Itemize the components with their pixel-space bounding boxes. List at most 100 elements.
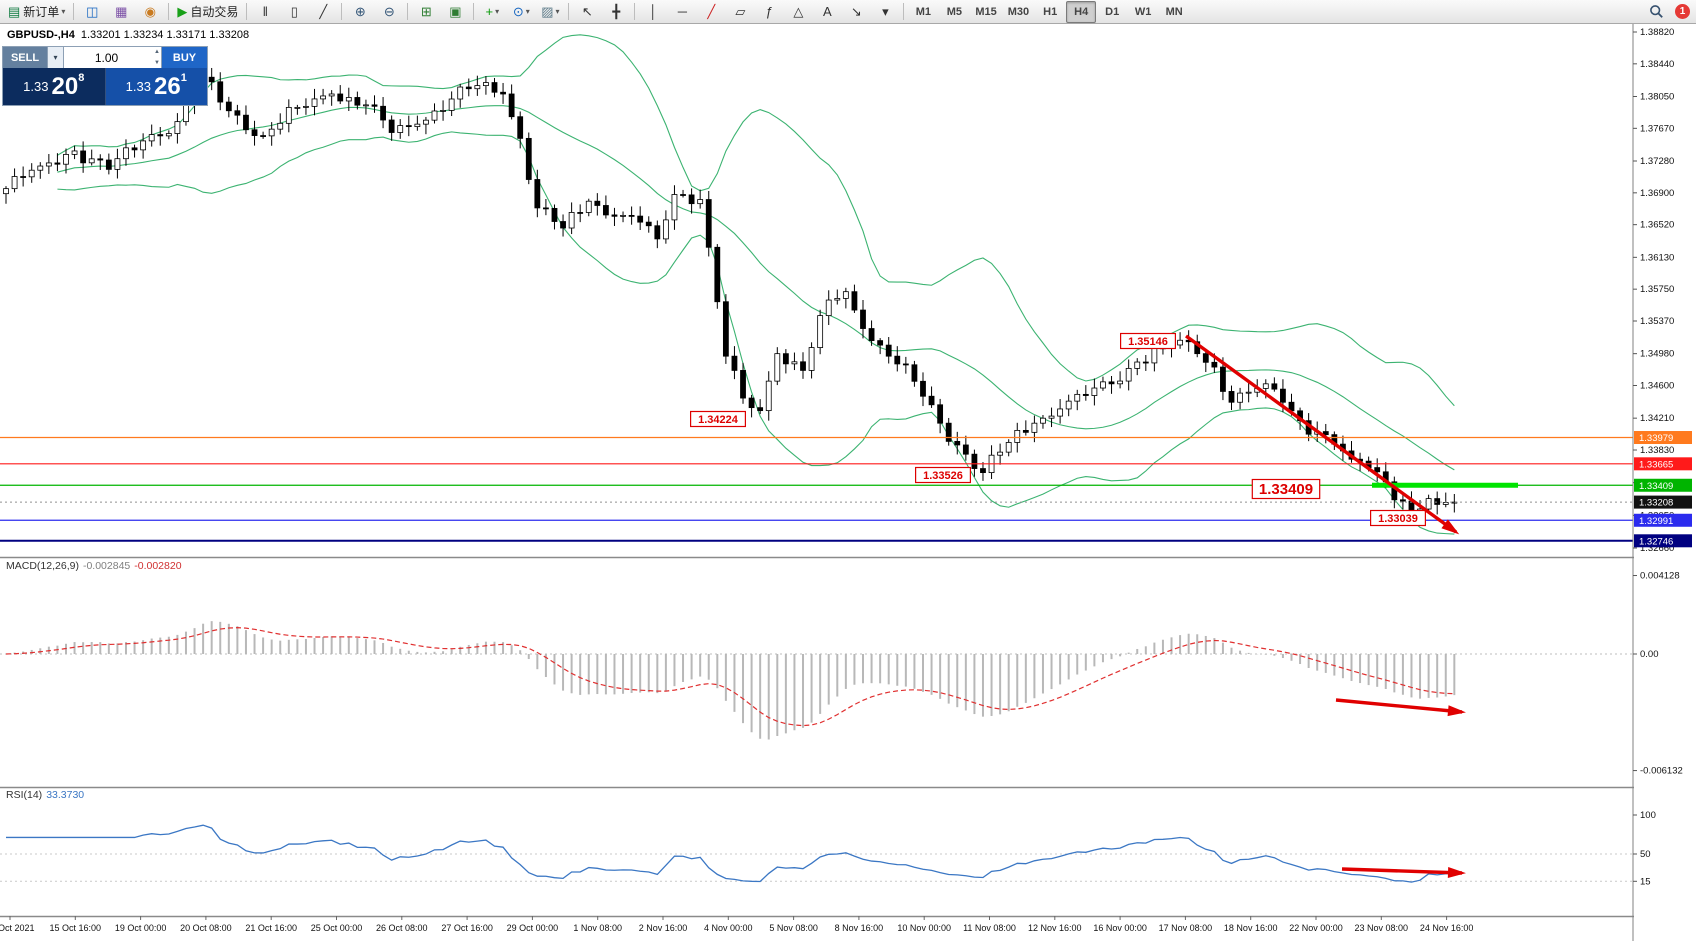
rsi-value: 33.3730 [46,789,85,801]
timeframe-mn-button[interactable]: MN [1165,5,1183,18]
time-axis-label: 23 Nov 08:00 [1355,923,1409,933]
time-axis-label: 25 Oct 00:00 [311,923,363,933]
price-callout[interactable] [1251,478,1321,500]
price-axis-tick: 1.38440 [1640,59,1674,70]
cascade-windows-icon: ▣ [449,4,462,19]
volume-input[interactable] [64,47,161,68]
crosshair-icon: ╋ [612,4,621,19]
price-axis-tick: 1.36520 [1640,220,1674,231]
cascade-windows-button[interactable]: ▣ [441,1,469,23]
price-callout-text: 1.33409 [1259,481,1313,498]
notification-badge[interactable]: 1 [1675,4,1690,19]
macd-axis-tick: -0.006132 [1640,766,1683,777]
line-chart-icon: ╱ [319,4,328,19]
bollinger-bands [57,34,1455,535]
bar-chart-button[interactable]: ‖ [251,1,279,23]
price-callout-text: 1.35146 [1128,336,1168,348]
volume-preset-dropdown[interactable]: ▾ [48,47,64,68]
trend-arrow[interactable] [1185,334,1457,534]
crosshair-button[interactable]: ╋ [602,1,630,23]
data-window-button[interactable]: ▦ [107,1,135,23]
volume-increase-button[interactable]: ▲ [154,49,160,55]
channel-button[interactable]: ▱ [726,1,754,23]
timeframe-m15-button[interactable]: M15 [975,5,997,18]
data-window-icon: ▦ [115,4,128,19]
new-order-button[interactable]: ▤ 新订单 ▾ [4,1,69,23]
sell-price-display[interactable]: 1.33 20 8 [3,68,106,105]
trendline-button[interactable]: ╱ [697,1,725,23]
time-axis-label: 16 Nov 00:00 [1093,923,1147,933]
time-axis-label: 15 Oct 16:00 [50,923,102,933]
timeframe-m30-button[interactable]: M30 [1007,5,1030,18]
time-axis-label: 1 Nov 08:00 [573,923,622,933]
period-button[interactable]: ⊙ ▾ [507,1,535,23]
shapes-button[interactable]: △ [784,1,812,23]
candlestick-chart-button[interactable]: ▯ [280,1,308,23]
shapes-icon: △ [793,4,804,19]
time-axis-label: 27 Oct 16:00 [441,923,493,933]
price-axis-tick: 1.35750 [1640,284,1674,295]
vertical-line-icon: │ [649,4,658,19]
timeframe-h1-button[interactable]: H1 [1043,5,1058,18]
market-watch-button[interactable]: ◫ [78,1,106,23]
toolbar-right: 1 [1642,1,1692,23]
timeframe-m5-button[interactable]: M5 [946,5,962,18]
chart-svg[interactable]: 1.38820 1.38440 1.38050 1.37670 1.37280 1.369… [0,24,1696,941]
new-order-icon: ▤ [8,4,21,19]
ohlc-values: 1.33201 1.33234 1.33171 1.33208 [80,29,250,41]
cursor-button[interactable]: ↖ [573,1,601,23]
volume-decrease-button[interactable]: ▼ [154,59,160,66]
fibonacci-button[interactable]: ƒ [755,1,783,23]
search-button[interactable] [1642,1,1670,23]
price-tag [1634,513,1692,527]
rsi-axis-tick: 100 [1640,810,1656,821]
price-tag-label: 1.33979 [1639,433,1673,444]
bollinger-upper [57,34,1455,407]
arrow-object-button[interactable]: ↘ [842,1,870,23]
time-axis-label: 12 Nov 16:00 [1028,923,1082,933]
time-axis-label: 29 Oct 00:00 [507,923,559,933]
add-indicator-button[interactable]: + ▾ [478,1,506,23]
toolbar-separator [168,3,170,20]
tile-windows-button[interactable]: ⊞ [412,1,440,23]
price-callout-text: 1.33039 [1378,513,1418,525]
price-axis-tick: 1.32660 [1640,543,1674,554]
horizontal-line-button[interactable]: ─ [668,1,696,23]
clock-icon: ⊙ [512,4,524,19]
price-axis-tick: 1.38050 [1640,91,1674,102]
price-tag [1634,495,1692,509]
price-callout[interactable] [1119,332,1176,350]
zoom-in-button[interactable]: ⊕ [346,1,374,23]
zoom-out-button[interactable]: ⊖ [375,1,403,23]
trend-arrow[interactable] [1335,698,1463,714]
auto-trading-button[interactable]: ▶ 自动交易 [173,1,242,23]
sell-button[interactable]: SELL [3,47,48,68]
text-button[interactable]: A [813,1,841,23]
template-button[interactable]: ▨ ▾ [536,1,564,23]
toolbar-separator [473,3,475,20]
rsi-name: RSI(14) [6,789,43,801]
time-axis-label: 26 Oct 08:00 [376,923,428,933]
time-axis-label: 5 Nov 08:00 [769,923,818,933]
cursor-icon: ↖ [581,4,593,19]
trend-arrow-head [1447,867,1466,879]
chevron-down-icon: ▾ [53,53,58,62]
symbol-period-label: GBPUSD-,H4 [7,29,75,41]
price-callout[interactable] [689,410,746,428]
buy-price-display[interactable]: 1.33 26 1 [105,68,207,105]
terminal-button[interactable]: ◉ [136,1,164,23]
line-chart-button[interactable]: ╱ [309,1,337,23]
toolbar-separator [634,3,636,20]
timeframe-m1-button[interactable]: M1 [915,5,931,18]
vertical-line-button[interactable]: │ [639,1,667,23]
objects-more-button[interactable]: ▾ [871,1,899,23]
price-callout[interactable] [1369,509,1426,527]
trend-arrow[interactable] [1341,867,1463,875]
timeframe-h4-button[interactable]: H4 [1066,0,1097,23]
buy-button[interactable]: BUY [162,47,207,68]
timeframe-d1-button[interactable]: D1 [1105,5,1120,18]
macd-value-1: -0.002845 [82,560,131,572]
price-callout[interactable] [914,466,971,484]
timeframe-w1-button[interactable]: W1 [1134,5,1152,18]
